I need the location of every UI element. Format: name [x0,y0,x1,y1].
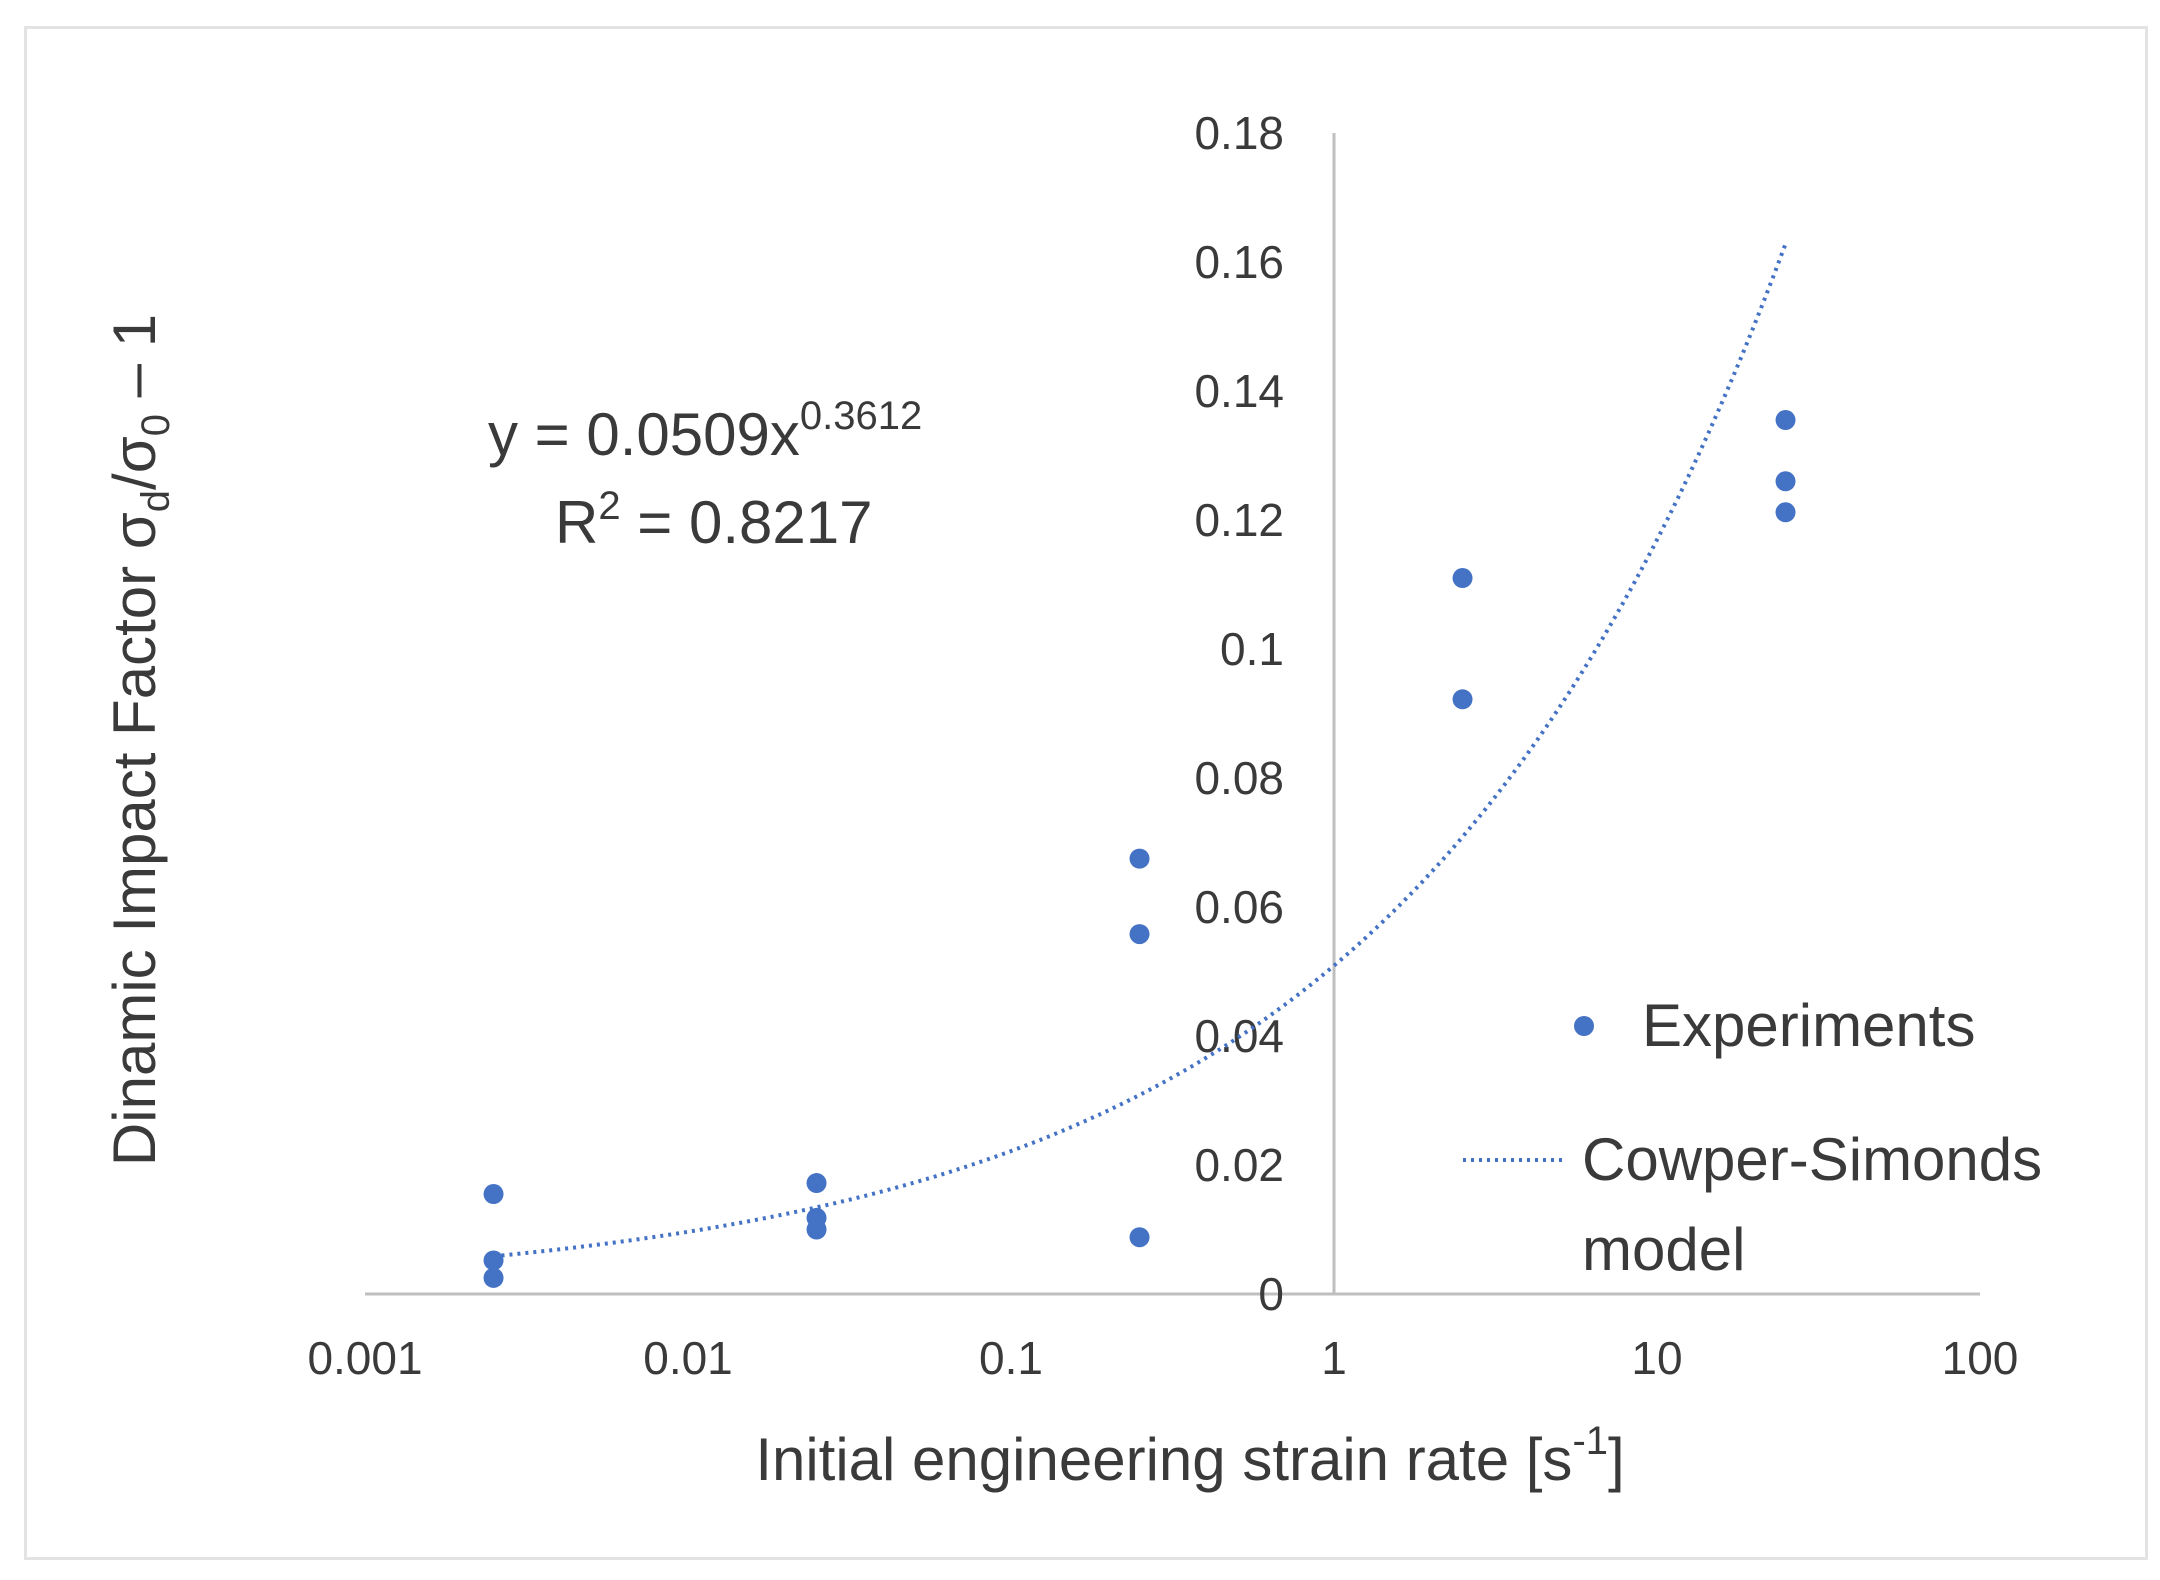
axes-layer [365,133,1980,1296]
x-tick-labels: 0.001 0.01 0.1 1 10 100 [307,1332,2018,1384]
experiment-point [483,1250,504,1271]
cowper-simonds-trendline [493,243,1788,1259]
trendline-layer [493,243,1788,1259]
y-tick-label: 0.1 [1220,623,1284,675]
x-tick-label: 0.01 [643,1332,733,1384]
experiment-point [1129,1227,1150,1248]
data-points [483,410,1796,1288]
experiment-point [1775,410,1796,431]
legend-label-cowper-simonds: Cowper-Simonds [1582,1126,2042,1193]
experiment-point [806,1173,827,1194]
chart-frame [24,26,2148,1560]
x-tick-label: 0.001 [307,1332,422,1384]
x-tick-label: 100 [1942,1332,2019,1384]
experiment-point [1775,502,1796,523]
trendline-equation: y = 0.0509x0.3612 [488,394,922,468]
experiment-point [1452,568,1473,589]
y-tick-label: 0.08 [1194,752,1284,804]
experiment-point [1775,471,1796,492]
legend-label-experiments: Experiments [1642,992,1975,1059]
y-tick-label: 0.16 [1194,236,1284,288]
y-tick-label: 0 [1258,1268,1284,1320]
x-axis-title: Initial engineering strain rate [s-1] [755,1419,1624,1493]
experiment-point [1129,924,1150,945]
legend-marker-experiments [1574,1016,1594,1036]
y-tick-labels: 00.020.040.060.080.10.120.140.160.18 [1194,107,1284,1320]
trendline-r-squared: R2 = 0.8217 [555,484,873,556]
y-tick-label: 0.06 [1194,881,1284,933]
experiment-point [1129,848,1150,869]
legend: Experiments Cowper-Simonds model [1463,992,2042,1283]
legend-label-cowper-simonds-line2: model [1582,1216,1745,1283]
experiment-point [806,1219,827,1240]
x-tick-label: 1 [1321,1332,1347,1384]
y-tick-label: 0.02 [1194,1139,1284,1191]
y-tick-label: 0.14 [1194,365,1284,417]
experiment-point [483,1267,504,1288]
x-tick-label: 0.1 [979,1332,1043,1384]
x-tick-label: 10 [1631,1332,1682,1384]
experiment-point [1452,689,1473,710]
y-tick-label: 0.18 [1194,107,1284,159]
experiment-point [483,1184,504,1205]
y-tick-label: 0.12 [1194,494,1284,546]
y-axis-title: Dinamic Impact Factor σd/σ0 – 1 [101,314,178,1166]
